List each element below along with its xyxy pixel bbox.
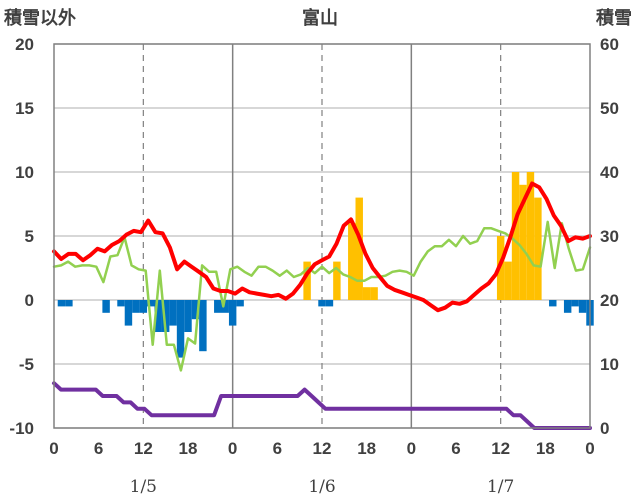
x-tick-label: 18	[179, 439, 198, 458]
bar	[325, 300, 334, 307]
bar	[236, 300, 244, 307]
bar	[169, 300, 177, 326]
left-tick-label: 0	[25, 291, 34, 310]
green-series-line	[52, 220, 592, 372]
bar	[154, 300, 162, 332]
lines	[52, 181, 592, 430]
left-tick-label: 5	[25, 227, 34, 246]
x-tick-label: 6	[94, 439, 103, 458]
right-tick-label: 50	[600, 99, 619, 118]
bar	[102, 300, 110, 313]
red-series-line	[52, 181, 592, 313]
bar	[139, 300, 148, 313]
x-tick-label: 0	[407, 439, 416, 458]
bar	[504, 261, 512, 300]
bar	[132, 300, 140, 313]
right-tick-label: 10	[600, 355, 619, 374]
x-tick-label: 6	[273, 439, 282, 458]
bars	[57, 172, 594, 358]
bar	[578, 300, 587, 313]
bar	[318, 300, 326, 307]
bar	[184, 300, 192, 332]
bar	[147, 300, 155, 307]
x-tick-label: 18	[536, 439, 555, 458]
bar	[526, 172, 535, 300]
bar	[519, 184, 527, 300]
date-label: 1/6	[308, 477, 335, 497]
bar	[534, 197, 542, 300]
bar	[124, 300, 133, 326]
bar	[117, 300, 125, 307]
bar	[571, 300, 579, 307]
x-tick-label: 12	[134, 439, 153, 458]
right-tick-label: 30	[600, 227, 619, 246]
right-tick-label: 40	[600, 163, 619, 182]
bar	[370, 287, 378, 300]
bar	[57, 300, 66, 307]
bar	[355, 197, 363, 300]
date-label: 1/5	[130, 477, 157, 497]
x-tick-label: 12	[313, 439, 332, 458]
left-tick-label: 20	[15, 35, 34, 54]
right-tick-label: 20	[600, 291, 619, 310]
chart-title: 富山	[302, 7, 338, 28]
bar	[563, 300, 572, 313]
x-tick-label: 0	[585, 439, 594, 458]
x-tick-label: 0	[228, 439, 237, 458]
bar	[161, 300, 170, 332]
right-tick-label: 60	[600, 35, 619, 54]
purple-series-line	[52, 381, 592, 430]
bar	[228, 300, 237, 326]
bar	[214, 300, 222, 313]
left-tick-label: -5	[19, 355, 34, 374]
bar	[362, 287, 371, 300]
right-axis-label: 積雪	[595, 7, 632, 28]
x-tick-label: 6	[451, 439, 460, 458]
left-tick-label: 15	[15, 99, 34, 118]
left-axis-label: 積雪以外	[3, 7, 76, 28]
bar	[65, 300, 73, 307]
date-label: 1/7	[487, 477, 514, 497]
plot-frame	[53, 43, 591, 429]
bar	[191, 300, 200, 320]
right-tick-label: 0	[600, 419, 609, 438]
bar	[176, 300, 185, 358]
x-tick-label: 12	[491, 439, 510, 458]
bar	[303, 261, 311, 300]
bar	[348, 223, 356, 300]
left-tick-label: 10	[15, 163, 34, 182]
bar	[511, 172, 520, 300]
bar	[199, 300, 207, 352]
bar	[549, 300, 557, 307]
bar	[333, 261, 341, 300]
left-tick-label: -10	[9, 419, 34, 438]
x-tick-label: 18	[357, 439, 376, 458]
bar	[221, 300, 229, 313]
x-tick-label: 0	[49, 439, 58, 458]
